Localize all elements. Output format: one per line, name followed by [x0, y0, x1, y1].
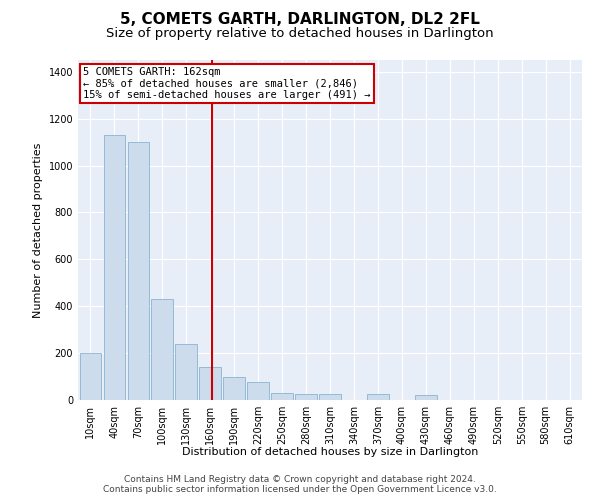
Bar: [175, 344, 197, 400]
Text: 5 COMETS GARTH: 162sqm
← 85% of detached houses are smaller (2,846)
15% of semi-: 5 COMETS GARTH: 162sqm ← 85% of detached…: [83, 67, 371, 100]
Bar: [199, 367, 221, 400]
Bar: [415, 396, 437, 400]
Text: Size of property relative to detached houses in Darlington: Size of property relative to detached ho…: [106, 28, 494, 40]
Bar: [128, 142, 149, 400]
X-axis label: Distribution of detached houses by size in Darlington: Distribution of detached houses by size …: [182, 447, 478, 457]
Bar: [151, 299, 173, 400]
Bar: [223, 376, 245, 400]
Bar: [367, 394, 389, 400]
Bar: [319, 394, 341, 400]
Text: Contains HM Land Registry data © Crown copyright and database right 2024.
Contai: Contains HM Land Registry data © Crown c…: [103, 474, 497, 494]
Bar: [247, 382, 269, 400]
Text: 5, COMETS GARTH, DARLINGTON, DL2 2FL: 5, COMETS GARTH, DARLINGTON, DL2 2FL: [120, 12, 480, 28]
Bar: [271, 393, 293, 400]
Bar: [295, 394, 317, 400]
Bar: [80, 353, 101, 400]
Y-axis label: Number of detached properties: Number of detached properties: [33, 142, 43, 318]
Bar: [104, 135, 125, 400]
